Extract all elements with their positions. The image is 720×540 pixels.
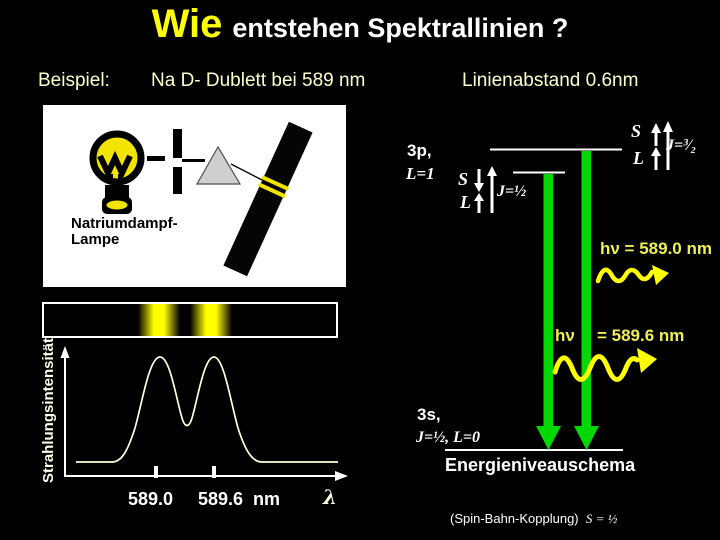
title-highlight: Wie bbox=[151, 2, 223, 46]
photon-wave-589-6-icon bbox=[552, 348, 657, 382]
line-spacing-text: Linienabstand 0.6nm bbox=[462, 70, 639, 91]
footnote-text: (Spin-Bahn-Kopplung) bbox=[450, 511, 586, 526]
spin-label-s: S bbox=[458, 169, 469, 189]
spin-label-s: S bbox=[631, 121, 642, 141]
intensity-curve bbox=[76, 356, 338, 463]
diagram-caption: Energieniveauschema bbox=[445, 455, 636, 475]
spectral-line-589-0 bbox=[138, 304, 180, 336]
prism-icon bbox=[195, 145, 242, 185]
photon-energy-589-6-prefix: hν bbox=[555, 326, 575, 345]
doublet-line bbox=[257, 182, 286, 199]
light-bulb-icon bbox=[89, 130, 145, 214]
slit-icon bbox=[173, 129, 182, 194]
y-axis-label: Strahlungsintensität bbox=[40, 338, 57, 484]
photon-energy-589-6-value: = 589.6 nm bbox=[597, 326, 685, 345]
j-three-halves-label: J=³⁄₂ bbox=[666, 137, 697, 154]
vector-arrows-j-half-icon bbox=[474, 166, 497, 213]
state-3s-quantum-label: J=½, L=0 bbox=[416, 429, 481, 446]
footnote: (Spin-Bahn-Kopplung) S = ½ bbox=[450, 511, 617, 527]
j-half-label: J=½ bbox=[497, 183, 527, 200]
example-text: Na D- Dublett bei 589 nm bbox=[151, 70, 366, 91]
light-ray-segment bbox=[147, 156, 165, 161]
footnote-math: S = ½ bbox=[585, 511, 618, 526]
transition-arrow-589-0 bbox=[574, 151, 599, 450]
title-rest: entstehen Spektrallinien ? bbox=[232, 13, 569, 43]
spectral-line-589-6 bbox=[190, 304, 232, 336]
example-label: Beispiel: bbox=[38, 70, 110, 91]
apparatus-drawing bbox=[89, 121, 313, 277]
light-ray-segment bbox=[182, 159, 205, 162]
orbit-label-l: L bbox=[460, 192, 471, 212]
x-axis-label-lambda: λ bbox=[323, 485, 338, 509]
intensity-plot bbox=[60, 346, 348, 481]
x-tick-label-589-0: 589.0 bbox=[128, 489, 174, 509]
state-3p-label: 3p, bbox=[407, 141, 432, 160]
doublet-line bbox=[261, 175, 290, 191]
x-tick-label-589-6: 589.6 nm bbox=[198, 489, 281, 509]
transition-arrow-589-6 bbox=[536, 174, 561, 450]
lamp-label: Natriumdampf- Lampe bbox=[71, 215, 178, 248]
state-3p-l-label: L=1 bbox=[406, 164, 435, 183]
x-axis-arrow-icon bbox=[335, 471, 348, 481]
state-3s-label: 3s, bbox=[417, 405, 441, 424]
screen-icon bbox=[223, 121, 313, 277]
photon-wave-589-0-icon bbox=[595, 265, 669, 285]
apparatus-panel: Natriumdampf- Lampe bbox=[43, 105, 346, 287]
refracted-ray bbox=[230, 163, 265, 182]
energy-level-diagram bbox=[445, 121, 673, 451]
photon-energy-589-0: hν = 589.0 nm bbox=[600, 239, 712, 258]
orbit-label-l: L bbox=[633, 148, 644, 168]
spectrum-strip bbox=[42, 302, 338, 338]
page-title: Wie entstehen Spektrallinien ? bbox=[0, 2, 720, 47]
y-axis-arrow-icon bbox=[60, 346, 70, 358]
